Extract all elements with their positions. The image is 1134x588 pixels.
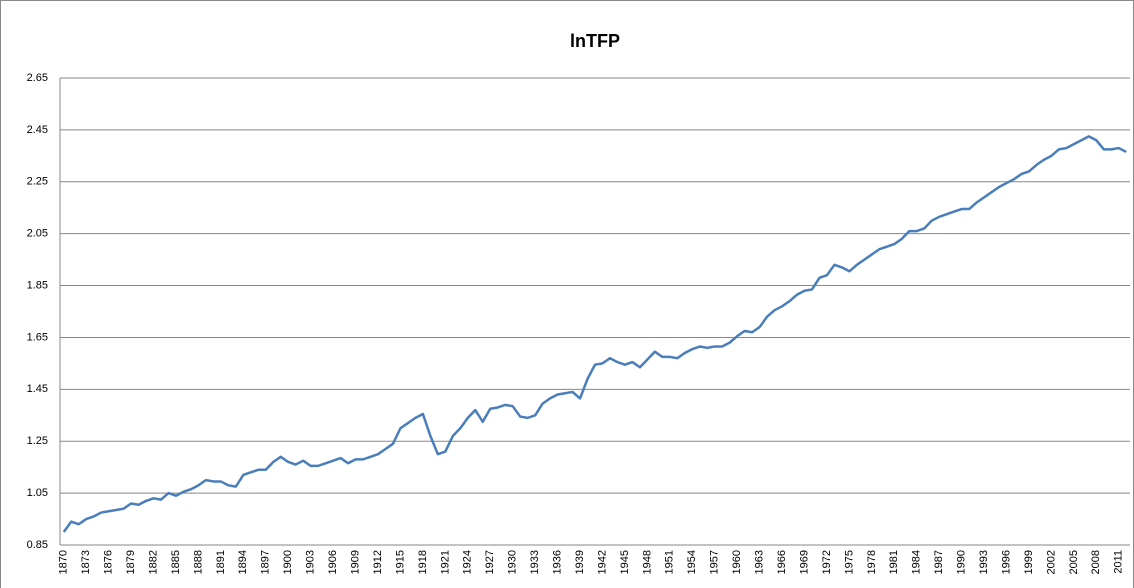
x-tick-label: 1963 bbox=[754, 550, 766, 574]
x-tick-label: 1978 bbox=[866, 550, 878, 574]
x-tick-label: 1936 bbox=[551, 550, 563, 574]
x-tick-label: 1954 bbox=[686, 550, 698, 574]
x-tick-label: 1996 bbox=[1000, 550, 1012, 574]
x-tick-label: 1900 bbox=[282, 550, 294, 574]
y-tick-label: 1.25 bbox=[27, 435, 48, 447]
chart-title: lnTFP bbox=[570, 31, 620, 51]
x-tick-label: 1942 bbox=[596, 550, 608, 574]
x-tick-label: 1930 bbox=[507, 550, 519, 574]
x-tick-label: 2008 bbox=[1090, 550, 1102, 574]
x-tick-label: 1993 bbox=[978, 550, 990, 574]
x-tick-label: 1951 bbox=[664, 550, 676, 574]
x-tick-label: 1906 bbox=[327, 550, 339, 574]
y-tick-label: 2.45 bbox=[27, 124, 48, 136]
x-tick-label: 1912 bbox=[372, 550, 384, 574]
x-tick-label: 1948 bbox=[641, 550, 653, 574]
y-tick-label: 2.25 bbox=[27, 176, 48, 188]
y-tick-label: 1.45 bbox=[27, 383, 48, 395]
x-tick-label: 1960 bbox=[731, 550, 743, 574]
y-tick-label: 2.65 bbox=[27, 72, 48, 84]
x-tick-label: 1882 bbox=[147, 550, 159, 574]
x-tick-label: 1927 bbox=[484, 550, 496, 574]
y-tick-label: 1.65 bbox=[27, 331, 48, 343]
x-tick-label: 1870 bbox=[58, 550, 70, 574]
x-tick-label: 1945 bbox=[619, 550, 631, 574]
x-tick-label: 1918 bbox=[417, 550, 429, 574]
x-tick-label: 1981 bbox=[888, 550, 900, 574]
x-tick-label: 1984 bbox=[911, 550, 923, 574]
x-tick-label: 1894 bbox=[237, 550, 249, 574]
y-tick-label: 1.85 bbox=[27, 279, 48, 291]
x-tick-label: 2011 bbox=[1113, 550, 1125, 574]
x-tick-label: 1876 bbox=[103, 550, 115, 574]
x-tick-label: 1903 bbox=[305, 550, 317, 574]
x-tick-label: 1897 bbox=[260, 550, 272, 574]
x-tick-label: 1999 bbox=[1023, 550, 1035, 574]
x-tick-label: 1915 bbox=[394, 550, 406, 574]
x-tick-label: 1972 bbox=[821, 550, 833, 574]
x-tick-label: 1939 bbox=[574, 550, 586, 574]
x-tick-label: 1921 bbox=[439, 550, 451, 574]
x-tick-label: 2005 bbox=[1068, 550, 1080, 574]
x-tick-label: 1957 bbox=[709, 550, 721, 574]
x-tick-label: 1924 bbox=[462, 550, 474, 574]
x-tick-label: 1975 bbox=[843, 550, 855, 574]
x-tick-label: 1879 bbox=[125, 550, 137, 574]
y-tick-label: 1.05 bbox=[27, 487, 48, 499]
x-tick-label: 1987 bbox=[933, 550, 945, 574]
x-tick-label: 1990 bbox=[956, 550, 968, 574]
x-tick-label: 1885 bbox=[170, 550, 182, 574]
data-line bbox=[62, 135, 1127, 533]
x-tick-label: 1966 bbox=[776, 550, 788, 574]
x-tick-label: 1888 bbox=[192, 550, 204, 574]
x-tick-label: 1933 bbox=[529, 550, 541, 574]
x-tick-label: 1969 bbox=[798, 550, 810, 574]
x-tick-label: 1873 bbox=[80, 550, 92, 574]
x-tick-label: 2002 bbox=[1045, 550, 1057, 574]
y-tick-label: 0.85 bbox=[27, 539, 48, 551]
x-tick-label: 1909 bbox=[349, 550, 361, 574]
y-tick-label: 2.05 bbox=[27, 228, 48, 240]
x-tick-label: 1891 bbox=[215, 550, 227, 574]
